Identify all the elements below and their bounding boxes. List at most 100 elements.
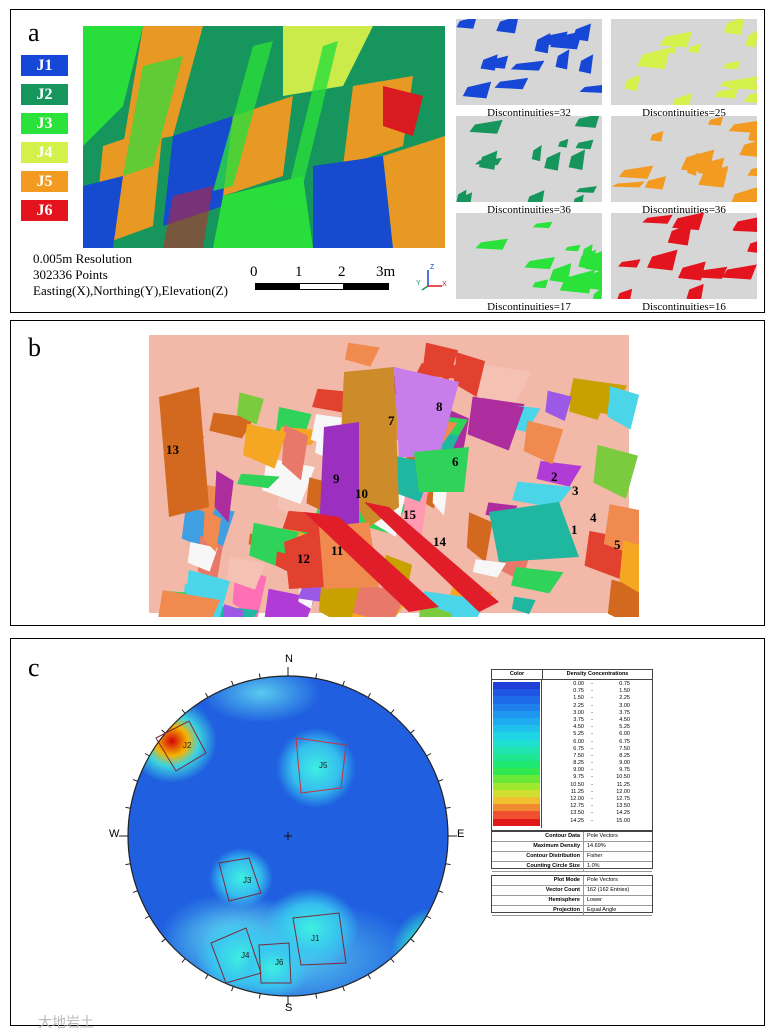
density-range-row: 9.75-10.50 xyxy=(542,774,652,781)
color-swatch-20 xyxy=(493,818,540,826)
scale-label-1: 1 xyxy=(295,264,303,280)
segment-number-12: 12 xyxy=(297,551,310,566)
set-label-j5: J5 xyxy=(319,761,328,770)
set-label-j6: J6 xyxy=(275,958,284,967)
axis-label-x: X xyxy=(442,281,447,288)
color-swatch-1 xyxy=(493,682,540,690)
color-swatch-18 xyxy=(493,804,540,812)
density-range-row: 12.75-13.50 xyxy=(542,803,652,810)
segment-number-4: 4 xyxy=(590,510,597,525)
axis-label-y: Y xyxy=(416,280,421,287)
panel-b-label: b xyxy=(28,333,41,362)
stat-row: Maximum Density 14.69% xyxy=(492,842,652,852)
segment-region-9 xyxy=(304,512,439,612)
range-low: 13.50 xyxy=(570,810,584,817)
density-range-row: 13.50-14.25 xyxy=(542,810,652,817)
legend-j2: J2 xyxy=(21,84,68,105)
segment-region-10 xyxy=(364,502,499,612)
thumbnail-6 xyxy=(611,213,757,299)
stat-value: 162 (162 Entries) xyxy=(587,887,630,893)
density-range-row: 7.50-8.25 xyxy=(542,753,652,760)
range-low: 6.75 xyxy=(573,745,584,752)
stat-row: Plot Mode Pole Vectors xyxy=(492,876,652,886)
range-high: 15.00 xyxy=(616,817,630,824)
range-high: 9.75 xyxy=(619,767,630,774)
range-low: 4.50 xyxy=(573,724,584,731)
range-high: 6.75 xyxy=(619,738,630,745)
density-range-row: 1.50-2.25 xyxy=(542,695,652,702)
density-range-row: 0.00-0.75 xyxy=(542,681,652,688)
stat-value: Pole Vectors xyxy=(587,877,618,883)
density-blob-3 xyxy=(201,676,321,723)
segment-number-13: 13 xyxy=(166,442,180,457)
range-low: 1.50 xyxy=(573,695,584,702)
scale-bar-seg-1 xyxy=(255,283,301,290)
legend-j6: J6 xyxy=(21,200,68,221)
set-label-j4: J4 xyxy=(241,951,250,960)
panel-a-label: a xyxy=(28,18,40,47)
range-low: 9.75 xyxy=(573,774,584,781)
set-label-j1: J1 xyxy=(311,934,320,943)
scale-bar-seg-3 xyxy=(343,283,389,290)
legend-j5: J5 xyxy=(21,171,68,192)
stat-row: Hemisphere Lower xyxy=(492,896,652,906)
info-axes: Easting(X),Northing(Y),Elevation(Z) xyxy=(33,283,228,298)
color-swatch-17 xyxy=(493,797,540,805)
stat-key: Hemisphere xyxy=(492,896,584,905)
info-points: 302336 Points xyxy=(33,267,108,282)
segment-region-5 xyxy=(414,447,469,492)
segment-number-14: 14 xyxy=(433,534,447,549)
thumbnail-2 xyxy=(611,19,757,105)
range-low: 8.25 xyxy=(573,760,584,767)
color-swatch-3 xyxy=(493,696,540,704)
range-high: 0.75 xyxy=(619,681,630,687)
density-range-row: 11.25-12.00 xyxy=(542,789,652,796)
scale-label-2: 2 xyxy=(338,264,346,280)
density-range-row: 4.50-5.25 xyxy=(542,724,652,731)
range-low: 9.00 xyxy=(573,767,584,774)
contour-stats-table: Contour Data Pole Vectors Maximum Density 1… xyxy=(491,831,653,872)
stereonet: J1 J2 J3 J4 J5 J6 xyxy=(119,667,457,1005)
density-range-row: 9.00-9.75 xyxy=(542,767,652,774)
legend-j3: J3 xyxy=(21,113,68,134)
legend-j4: J4 xyxy=(21,142,68,163)
range-low: 7.50 xyxy=(573,752,584,759)
col-color-header: Color xyxy=(492,670,543,679)
set-window-j1 xyxy=(292,912,347,966)
stat-row: Vector Count 162 (162 Entries) xyxy=(492,886,652,896)
stat-value: Pole Vectors xyxy=(587,833,618,839)
range-high: 10.50 xyxy=(616,774,630,781)
color-swatch-5 xyxy=(493,710,540,718)
segment-region-3 xyxy=(394,367,459,457)
color-swatch-9 xyxy=(493,739,540,747)
set-window-j4 xyxy=(210,927,262,984)
segment-number-5: 5 xyxy=(614,537,621,552)
segment-number-9: 9 xyxy=(333,471,340,486)
segment-number-10: 10 xyxy=(355,486,368,501)
range-low: 0.00 xyxy=(573,681,584,687)
density-blob-5 xyxy=(209,848,273,908)
thumbnail-3 xyxy=(456,116,602,202)
scan-info: 0.005m Resolution 302336 Points Easting(… xyxy=(33,251,228,299)
density-color-bar xyxy=(492,680,542,828)
set-label-j2: J2 xyxy=(183,741,192,750)
watermark: 大地岩土 xyxy=(38,1015,94,1031)
panel-b: b 1 2 3 4 5 6 7 8 9 10 11 12 13 14 15 xyxy=(10,320,765,626)
stat-key: Contour Data xyxy=(492,832,584,841)
panel-c-label: c xyxy=(28,653,40,682)
density-range-row: 6.75-7.50 xyxy=(542,746,652,753)
density-range-row: 10.50-11.25 xyxy=(542,782,652,789)
color-swatch-14 xyxy=(493,775,540,783)
density-range-row: 3.00-3.75 xyxy=(542,710,652,717)
legend-j1: J1 xyxy=(21,55,68,76)
point-cloud-image xyxy=(83,26,445,248)
thumbnail-caption-5: Discontinuities=17 xyxy=(487,301,571,313)
segment-number-8: 8 xyxy=(436,399,443,414)
density-range-row: 12.00-12.75 xyxy=(542,796,652,803)
segment-region-1 xyxy=(159,387,209,517)
stat-key: Plot Mode xyxy=(492,876,584,885)
range-low: 6.00 xyxy=(573,738,584,745)
range-high: 3.75 xyxy=(619,709,630,716)
info-resolution: 0.005m Resolution xyxy=(33,251,132,266)
